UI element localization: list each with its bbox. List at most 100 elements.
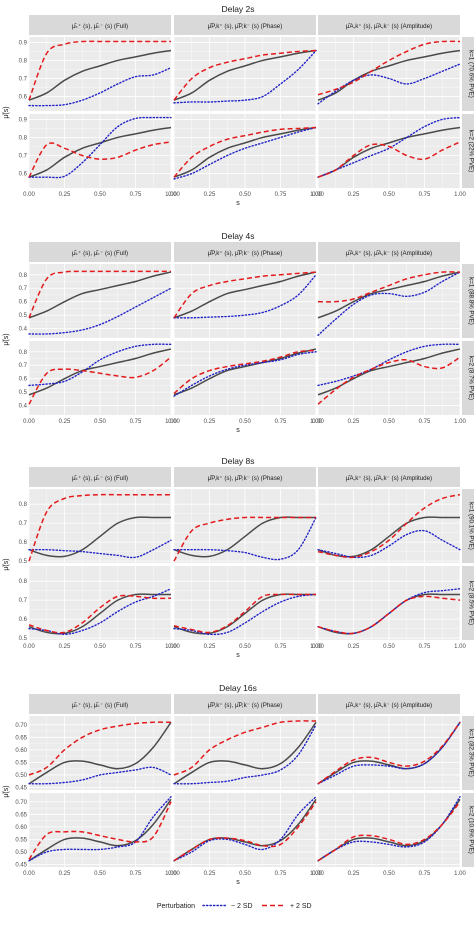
row-strip-label: k=2 (8.7% PVE) <box>468 356 475 400</box>
y-tick-label: 0.8 <box>19 58 28 64</box>
x-tick-label: 0.75 <box>130 192 142 198</box>
panel-r2-c3 <box>317 114 461 188</box>
x-tick-label: 0.25 <box>348 871 360 877</box>
x-tick-label: 1.00 <box>454 644 466 650</box>
x-tick-label: 0.00 <box>168 871 180 877</box>
x-tick-label: 0.50 <box>239 419 251 425</box>
x-tick-label: 0.75 <box>419 419 431 425</box>
block-1: Delay 2s μ̂ₖ⁺ (s), μ̂ₖ⁻ (s) (Full) μ̂P,k⁺ … <box>3 4 475 207</box>
x-tick-label: 0.00 <box>312 871 324 877</box>
legend-label-plus: + 2 SD <box>290 903 312 910</box>
series-minus-2sd-line <box>317 343 461 387</box>
series-mean-line <box>317 49 461 101</box>
x-tick-label: 0.50 <box>94 419 106 425</box>
series-mean-line <box>173 271 317 319</box>
series-mean-line <box>28 516 171 558</box>
series-minus-2sd-line <box>173 351 317 397</box>
series-minus-2sd-line <box>317 271 461 337</box>
row-strip-label: k=1 (82.3% PVE) <box>468 729 475 777</box>
y-tick-label: 0.5 <box>19 636 28 642</box>
x-axis-title: s <box>236 427 240 434</box>
block-3: Delay 8s μ̂ₖ⁺ (s), μ̂ₖ⁻ (s) (Full) μ̂P,k⁺ … <box>3 456 475 659</box>
series-minus-2sd-line <box>317 721 461 785</box>
col-strip-2 <box>174 694 316 714</box>
y-tick-label: 0.6 <box>19 617 28 623</box>
panel-r1-c3 <box>317 264 461 338</box>
x-tick-label: 0.25 <box>348 419 360 425</box>
col-strip-label: μ̂P,k⁺ (s), μ̂P,k⁻ (s) (Phase) <box>208 23 283 30</box>
series-mean-line <box>173 126 317 178</box>
series-minus-2sd-line <box>28 287 172 335</box>
y-tick-label: 0.45 <box>15 785 27 791</box>
col-strip-label: μ̂P,k⁺ (s), μ̂P,k⁻ (s) (Phase) <box>208 475 283 482</box>
panel-r2-c1 <box>28 793 172 867</box>
series-plus-2sd-line <box>317 40 461 96</box>
y-tick-label: 0.6 <box>19 377 28 383</box>
x-tick-label: 0.50 <box>239 871 251 877</box>
y-tick-label: 0.70 <box>15 800 27 806</box>
series-minus-2sd-line <box>317 116 461 178</box>
panel-r1-c2 <box>173 489 317 563</box>
col-strip-3 <box>318 15 460 35</box>
y-tick-label: 0.6 <box>19 300 28 306</box>
y-tick-label: 0.65 <box>15 735 27 741</box>
series-plus-2sd-line <box>28 493 171 562</box>
x-tick-label: 1.00 <box>310 871 322 877</box>
panel-r2-c1 <box>28 566 172 640</box>
x-tick-label: 1.00 <box>165 192 177 198</box>
y-tick-label: 0.8 <box>19 273 28 279</box>
y-tick-label: 0.7 <box>19 77 28 83</box>
series-plus-2sd-line <box>317 721 461 785</box>
series-minus-2sd-line <box>28 66 172 107</box>
series-mean-line <box>28 126 172 178</box>
x-tick-label: 0.75 <box>419 644 431 650</box>
series-plus-2sd-line <box>173 801 317 862</box>
y-tick-label: 0.55 <box>15 837 27 843</box>
y-tick-label: 0.65 <box>15 812 27 818</box>
x-tick-label: 0.25 <box>59 192 71 198</box>
x-tick-label: 1.00 <box>165 419 177 425</box>
y-tick-label: 0.55 <box>15 760 27 766</box>
x-tick-label: 0.25 <box>204 644 216 650</box>
panel-r2-c2 <box>173 341 317 415</box>
y-tick-label: 0.50 <box>15 850 27 856</box>
row-strip-1 <box>462 716 474 790</box>
col-strip-3 <box>318 242 460 262</box>
y-axis-title: μ̃(s) <box>3 558 10 570</box>
col-strip-label: μ̂ₖ⁺ (s), μ̂ₖ⁻ (s) (Full) <box>72 475 128 482</box>
x-tick-label: 0.00 <box>312 419 324 425</box>
y-tick-label: 0.4 <box>19 404 28 410</box>
col-strip-label: μ̂ₖ⁺ (s), μ̂ₖ⁻ (s) (Full) <box>72 250 128 257</box>
series-minus-2sd-line <box>28 539 172 559</box>
row-strip-label: k=2 (10.9% PVE) <box>468 806 475 854</box>
col-strip-2 <box>174 242 316 262</box>
col-strip-label: μ̂ₖ⁺ (s), μ̂ₖ⁻ (s) (Full) <box>72 702 128 709</box>
x-tick-label: 1.00 <box>454 871 466 877</box>
x-tick-label: 1.00 <box>310 192 322 198</box>
panel-r1-c3 <box>317 37 461 111</box>
x-tick-label: 1.00 <box>165 644 177 650</box>
y-tick-label: 0.6 <box>19 95 28 101</box>
series-plus-2sd-line <box>28 594 172 634</box>
col-strip-label: μ̂A,k⁺ (s), μ̂A,k⁻ (s) (Amplitude) <box>346 23 432 30</box>
y-tick-label: 0.9 <box>19 117 28 123</box>
row-strip-2 <box>462 566 474 640</box>
y-tick-label: 0.7 <box>19 154 28 160</box>
series-minus-2sd-line <box>173 724 317 785</box>
panel-r1-c1 <box>28 37 172 111</box>
x-tick-label: 0.50 <box>383 419 395 425</box>
col-strip-3 <box>318 694 460 714</box>
x-tick-label: 0.00 <box>168 644 180 650</box>
y-tick-label: 0.6 <box>19 172 28 178</box>
y-tick-label: 0.8 <box>19 350 28 356</box>
series-minus-2sd-line <box>28 796 172 862</box>
col-strip-label: μ̂ₖ⁺ (s), μ̂ₖ⁻ (s) (Full) <box>72 23 128 30</box>
x-tick-label: 0.00 <box>23 419 35 425</box>
x-tick-label: 0.75 <box>275 192 287 198</box>
block-title: Delay 2s <box>221 4 254 14</box>
y-tick-label: 0.60 <box>15 825 27 831</box>
x-tick-label: 0.25 <box>59 419 71 425</box>
y-tick-label: 0.4 <box>19 327 28 333</box>
y-tick-label: 0.7 <box>19 521 28 527</box>
row-strip-1 <box>462 37 474 111</box>
